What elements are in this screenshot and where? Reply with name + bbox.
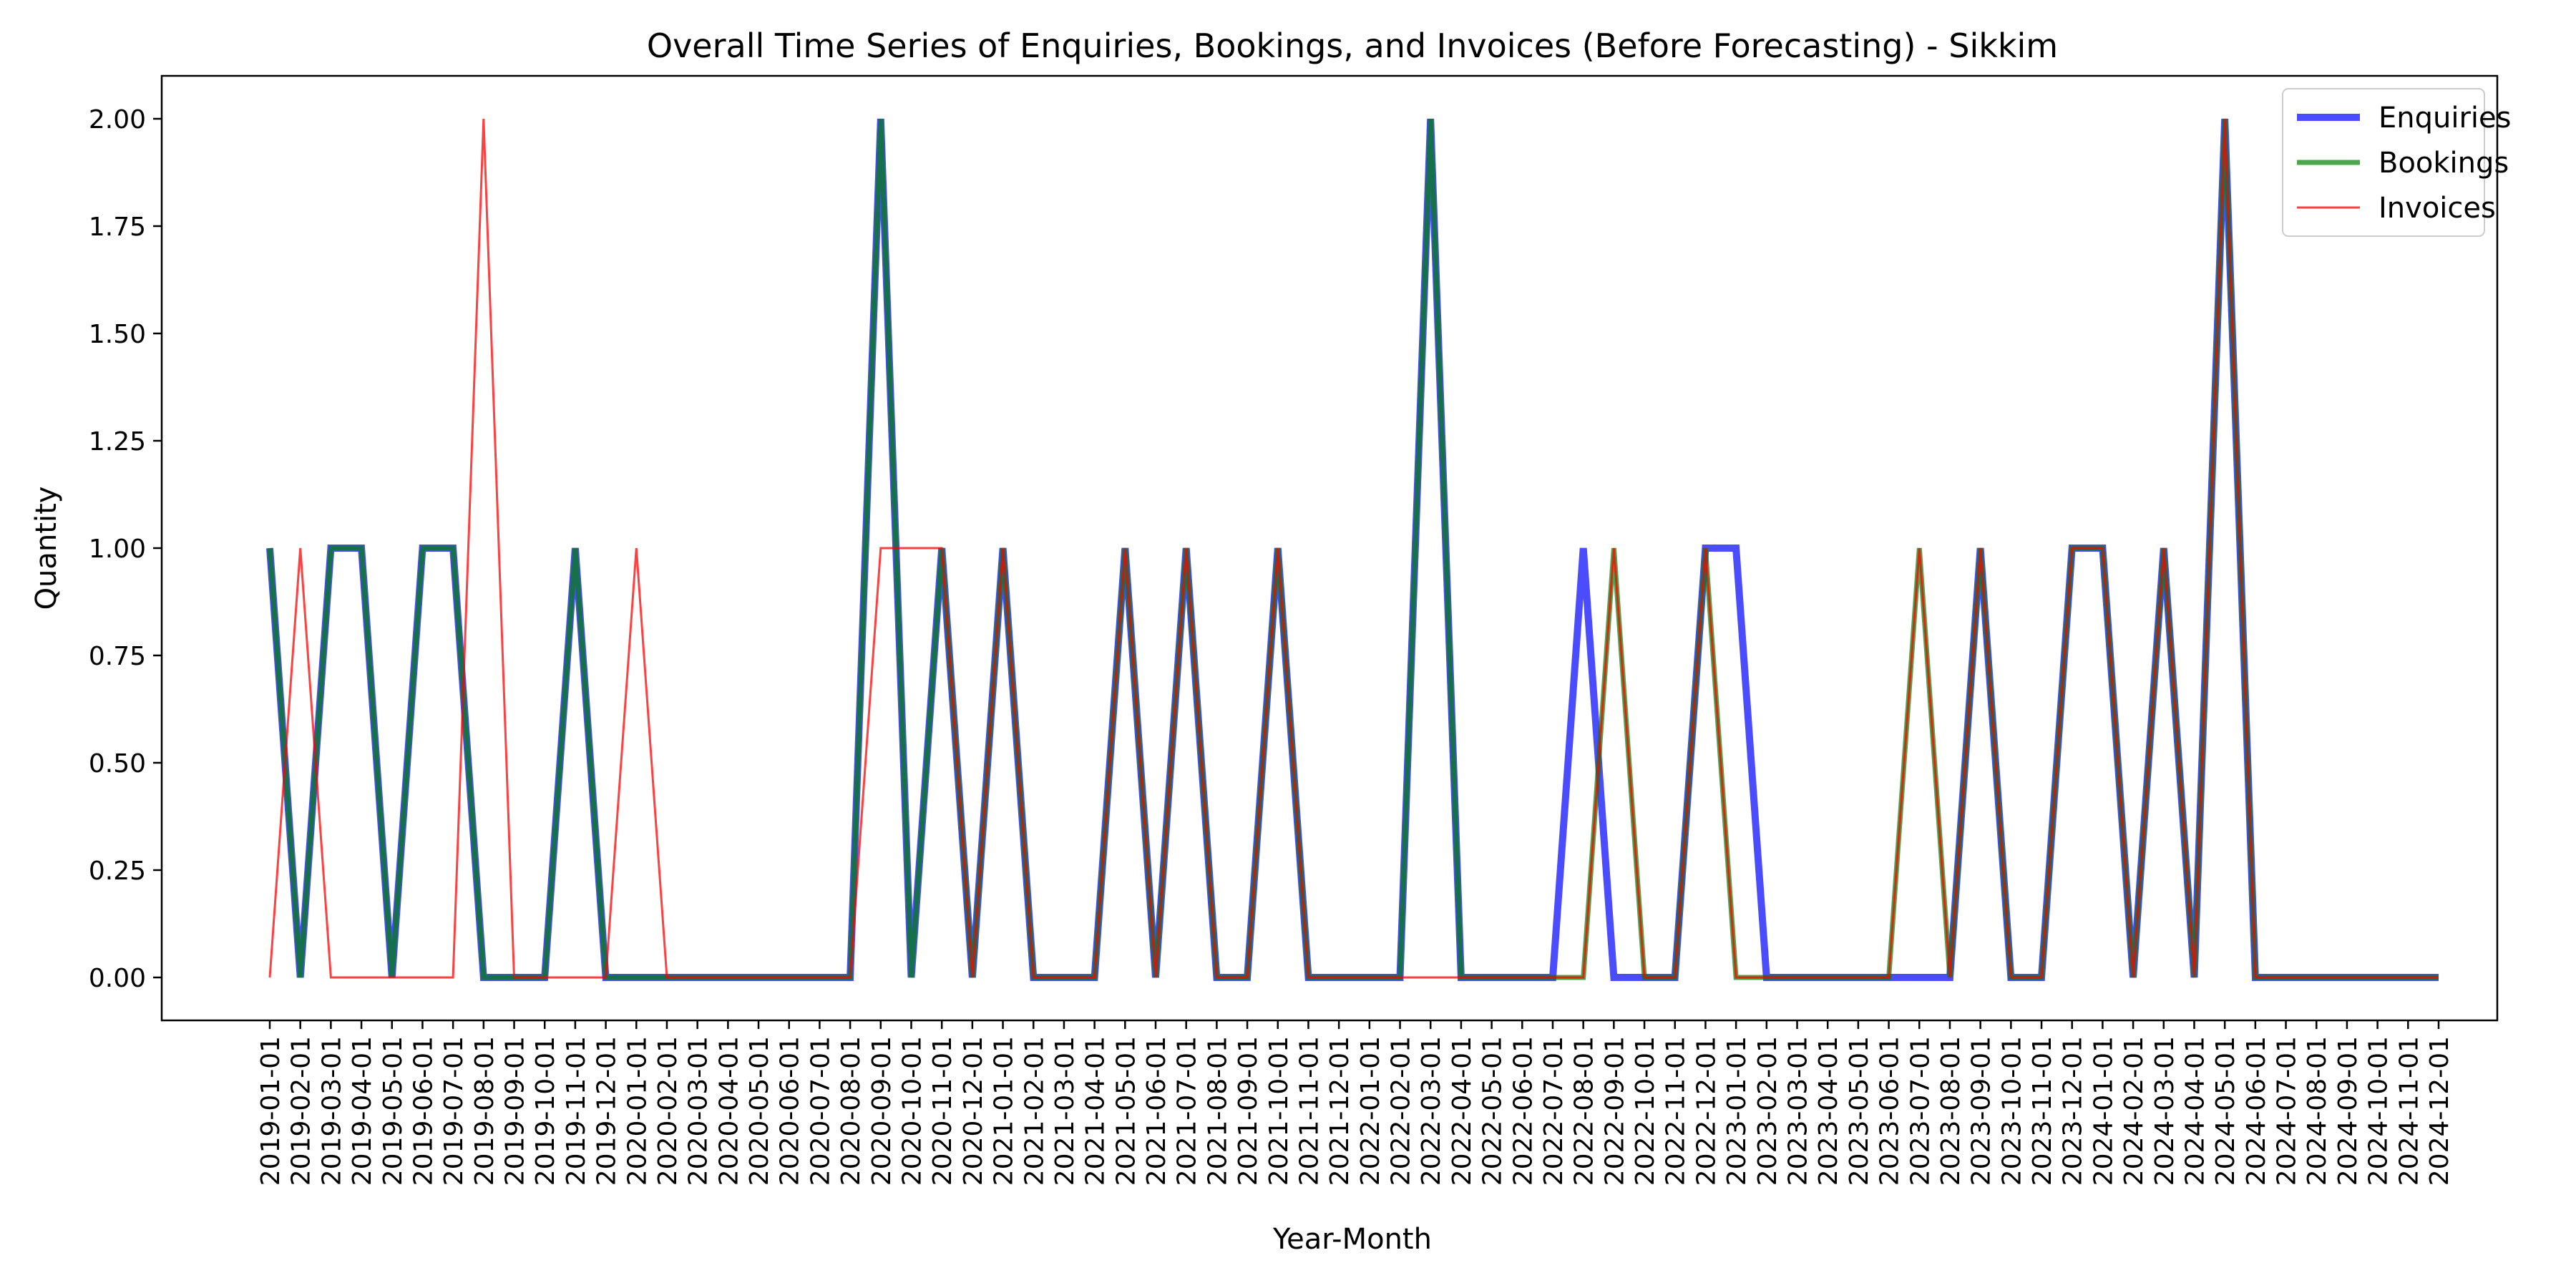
x-tick-label: 2022-12-01 xyxy=(1692,1036,1721,1186)
x-tick-label: 2024-03-01 xyxy=(2150,1036,2180,1186)
x-tick-label: 2022-10-01 xyxy=(1631,1036,1660,1186)
x-tick-label: 2023-10-01 xyxy=(1997,1036,2026,1186)
y-tick-label: 0.25 xyxy=(89,857,146,886)
y-tick-label: 2.00 xyxy=(89,105,146,135)
y-axis-label: Quantity xyxy=(30,487,63,610)
x-tick-label: 2023-04-01 xyxy=(1814,1036,1843,1186)
y-tick-label: 1.50 xyxy=(89,320,146,349)
x-tick-label: 2019-09-01 xyxy=(501,1036,530,1186)
x-tick-label: 2019-08-01 xyxy=(470,1036,499,1186)
x-tick-label: 2024-04-01 xyxy=(2180,1036,2210,1186)
x-tick-label: 2024-10-01 xyxy=(2364,1036,2394,1186)
legend-label-invoices: Invoices xyxy=(2379,192,2496,225)
y-tick-label: 0.00 xyxy=(89,964,146,993)
x-axis-label: Year-Month xyxy=(1272,1223,1432,1256)
x-tick-label: 2020-12-01 xyxy=(959,1036,988,1186)
x-tick-label: 2024-05-01 xyxy=(2211,1036,2240,1186)
x-tick-label: 2020-02-01 xyxy=(653,1036,683,1186)
plot-frame xyxy=(160,74,2499,1022)
x-tick-label: 2023-05-01 xyxy=(1845,1036,1874,1186)
y-tick-label: 0.75 xyxy=(89,642,146,671)
x-tick-label: 2019-10-01 xyxy=(531,1036,560,1186)
y-tick-label: 1.75 xyxy=(89,213,146,242)
x-tick-label: 2023-08-01 xyxy=(1936,1036,1966,1186)
x-tick-label: 2022-02-01 xyxy=(1387,1036,1416,1186)
legend-label-bookings: Bookings xyxy=(2379,147,2509,180)
chart-title: Overall Time Series of Enquiries, Bookin… xyxy=(647,26,2058,65)
x-tick-label: 2019-04-01 xyxy=(348,1036,377,1186)
x-tick-label: 2022-08-01 xyxy=(1570,1036,1599,1186)
x-tick-label: 2019-11-01 xyxy=(562,1036,591,1186)
x-tick-label: 2024-01-01 xyxy=(2089,1036,2118,1186)
x-tick-label: 2022-09-01 xyxy=(1600,1036,1629,1186)
x-tick-label: 2022-04-01 xyxy=(1448,1036,1477,1186)
x-tick-label: 2019-05-01 xyxy=(379,1036,408,1186)
x-tick-label: 2021-02-01 xyxy=(1020,1036,1049,1186)
x-tick-label: 2023-07-01 xyxy=(1906,1036,1935,1186)
x-tick-label: 2023-09-01 xyxy=(1967,1036,1996,1186)
x-tick-label: 2021-06-01 xyxy=(1142,1036,1171,1186)
series-line-invoices xyxy=(268,118,2439,979)
x-tick-label: 2022-01-01 xyxy=(1356,1036,1385,1186)
x-tick-label: 2020-06-01 xyxy=(776,1036,805,1186)
x-tick-label: 2020-01-01 xyxy=(623,1036,652,1186)
x-tick-label: 2021-12-01 xyxy=(1325,1036,1355,1186)
legend-label-enquiries: Enquiries xyxy=(2379,102,2512,135)
x-tick-label: 2021-11-01 xyxy=(1294,1036,1324,1186)
x-tick-label: 2023-06-01 xyxy=(1875,1036,1905,1186)
x-tick-label: 2020-03-01 xyxy=(684,1036,713,1186)
legend-item-enquiries: Enquiries xyxy=(2297,102,2512,135)
x-tick-label: 2020-05-01 xyxy=(745,1036,774,1186)
x-tick-label: 2020-09-01 xyxy=(867,1036,897,1186)
x-tick-label: 2021-01-01 xyxy=(990,1036,1019,1186)
x-tick-label: 2024-02-01 xyxy=(2119,1036,2149,1186)
y-tick-label: 1.00 xyxy=(89,535,146,564)
x-tick-label: 2019-12-01 xyxy=(592,1036,622,1186)
x-tick-label: 2024-12-01 xyxy=(2425,1036,2454,1186)
legend-frame xyxy=(2282,88,2485,237)
x-tick-label: 2022-03-01 xyxy=(1417,1036,1446,1186)
x-tick-label: 2020-11-01 xyxy=(928,1036,957,1186)
x-tick-label: 2021-08-01 xyxy=(1203,1036,1232,1186)
plot-area xyxy=(266,118,2439,981)
x-tick-label: 2019-07-01 xyxy=(439,1036,469,1186)
x-tick-label: 2021-07-01 xyxy=(1173,1036,1202,1186)
x-tick-label: 2020-10-01 xyxy=(897,1036,927,1186)
x-tick-label: 2023-11-01 xyxy=(2028,1036,2057,1186)
x-tick-label: 2023-02-01 xyxy=(1753,1036,1782,1186)
x-tick-label: 2022-05-01 xyxy=(1478,1036,1508,1186)
x-tick-label: 2023-03-01 xyxy=(1784,1036,1813,1186)
x-tick-label: 2019-03-01 xyxy=(317,1036,346,1186)
x-tick-label: 2022-06-01 xyxy=(1508,1036,1538,1186)
x-tick-label: 2020-04-01 xyxy=(714,1036,743,1186)
x-tick-label: 2019-02-01 xyxy=(287,1036,316,1186)
x-tick-label: 2021-10-01 xyxy=(1264,1036,1294,1186)
x-tick-label: 2024-11-01 xyxy=(2394,1036,2424,1186)
x-tick-label: 2023-01-01 xyxy=(1722,1036,1752,1186)
x-tick-label: 2021-05-01 xyxy=(1111,1036,1141,1186)
x-tick-label: 2021-09-01 xyxy=(1234,1036,1263,1186)
x-tick-label: 2024-07-01 xyxy=(2273,1036,2302,1186)
legend: Enquiries Bookings Invoices xyxy=(2282,88,2512,237)
x-tick-label: 2024-08-01 xyxy=(2303,1036,2332,1186)
x-tick-label: 2022-11-01 xyxy=(1662,1036,1691,1186)
x-tick-label: 2021-03-01 xyxy=(1050,1036,1080,1186)
legend-item-invoices: Invoices xyxy=(2297,192,2496,225)
x-tick-label: 2020-08-01 xyxy=(836,1036,866,1186)
x-tick-label: 2019-01-01 xyxy=(256,1036,286,1186)
y-axis: 0.00 0.25 0.50 0.75 1.00 1.25 1.50 1.75 2.00 xyxy=(89,105,162,993)
x-tick-label: 2024-09-01 xyxy=(2333,1036,2363,1186)
x-tick-label: 2022-07-01 xyxy=(1539,1036,1568,1186)
y-tick-label: 1.25 xyxy=(89,427,146,457)
x-tick-label: 2020-07-01 xyxy=(806,1036,835,1186)
x-tick-label: 2019-06-01 xyxy=(409,1036,438,1186)
x-tick-label: 2021-04-01 xyxy=(1081,1036,1111,1186)
x-tick-label: 2023-12-01 xyxy=(2059,1036,2088,1186)
x-tick-label: 2024-06-01 xyxy=(2242,1036,2271,1186)
y-tick-label: 0.50 xyxy=(89,749,146,779)
legend-item-bookings: Bookings xyxy=(2297,147,2509,180)
x-axis: 2019-01-01 2019-02-01 2019-03-01 2019-04-01… xyxy=(256,1020,2454,1186)
